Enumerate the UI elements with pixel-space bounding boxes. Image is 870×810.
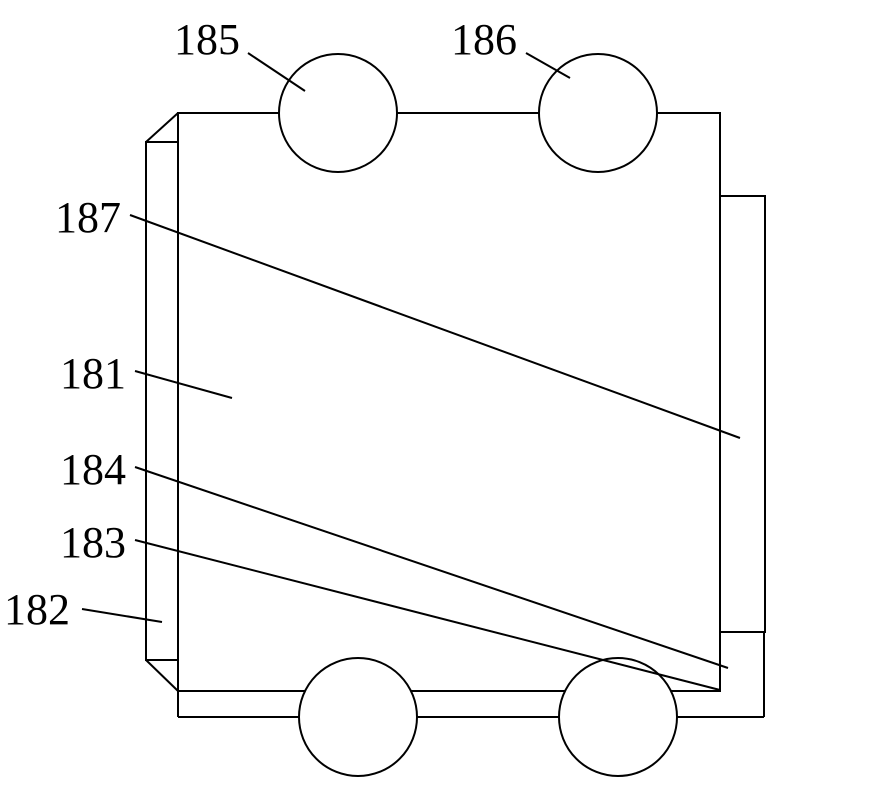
main-body-bottom-edge xyxy=(146,660,178,691)
label-187: 187 xyxy=(55,192,121,243)
leader-182 xyxy=(82,609,162,622)
label-185: 185 xyxy=(174,14,240,65)
leader-187 xyxy=(130,215,740,438)
top-left-circle xyxy=(279,54,397,172)
main-body-top-edge xyxy=(146,113,178,142)
bottom-right-circle xyxy=(559,658,677,776)
bottom-left-circle xyxy=(299,658,417,776)
label-186: 186 xyxy=(451,14,517,65)
diagram-canvas xyxy=(0,0,870,810)
main-body-side xyxy=(146,142,178,660)
label-182: 182 xyxy=(4,584,70,635)
label-181: 181 xyxy=(60,348,126,399)
leader-184 xyxy=(135,467,728,668)
leader-183 xyxy=(135,540,720,690)
leader-181 xyxy=(135,371,232,398)
top-right-circle xyxy=(539,54,657,172)
label-183: 183 xyxy=(60,517,126,568)
right-block xyxy=(720,196,765,632)
label-184: 184 xyxy=(60,444,126,495)
